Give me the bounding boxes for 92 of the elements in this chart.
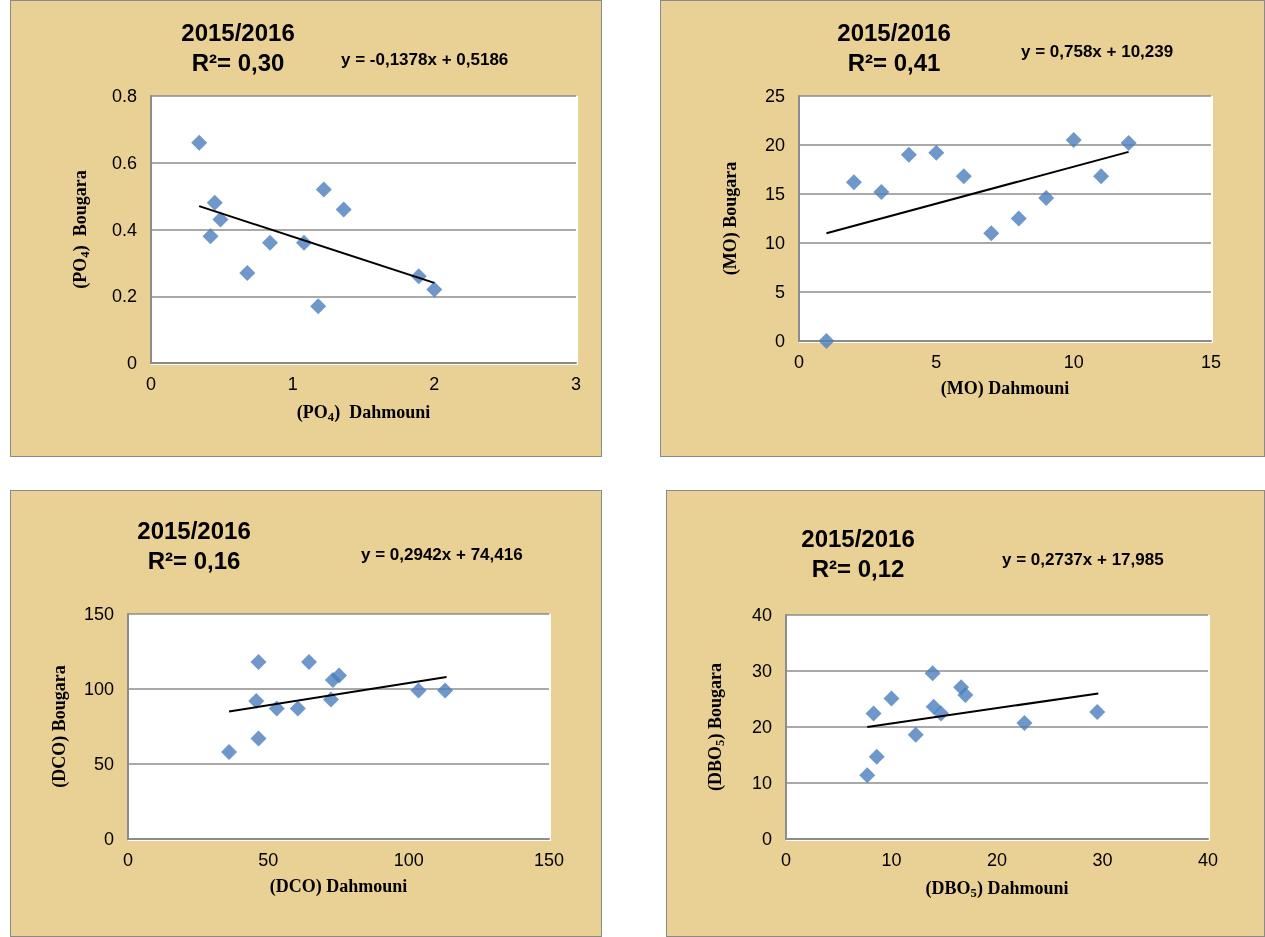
point	[289, 700, 306, 717]
y-tick-label: 0	[103, 829, 114, 849]
point	[983, 225, 1000, 242]
y-tick-label: 20	[764, 135, 785, 155]
chart-title: 2015/2016	[137, 516, 251, 544]
chart-subtitle: R²= 0,30	[191, 48, 285, 76]
point	[1089, 703, 1106, 720]
point	[191, 134, 208, 151]
y-tick-label: 0.2	[111, 286, 137, 307]
y-tick-label: 15	[764, 184, 785, 204]
point	[331, 667, 348, 684]
y-tick-label: 25	[764, 86, 785, 106]
point	[1120, 135, 1137, 152]
point	[1038, 189, 1055, 206]
point	[262, 234, 278, 251]
text: y = 0,758x + 10,239	[1021, 42, 1174, 61]
x-tick-label: 40	[1197, 850, 1219, 870]
point	[883, 690, 900, 707]
point	[301, 654, 318, 670]
point	[335, 201, 352, 218]
y-tick-label: 100	[83, 679, 114, 699]
x-tick-label: 0	[145, 374, 157, 394]
y-tick-label: 5	[774, 282, 785, 302]
point	[924, 665, 941, 682]
point	[1010, 210, 1027, 227]
y-axis-title: (DCO) Bougara	[49, 665, 70, 788]
point	[206, 194, 223, 211]
point	[1093, 168, 1110, 185]
x-tick-label: 30	[1092, 850, 1113, 870]
point	[250, 654, 267, 670]
x-tick-label: 15	[1200, 352, 1222, 372]
text: y = 0,2942x + 74,416	[361, 545, 523, 564]
x-tick-label: 150	[533, 850, 565, 870]
point	[818, 333, 835, 349]
chart-title: 2015/2016	[837, 18, 951, 46]
chart-subtitle: R²= 0,16	[147, 546, 241, 574]
x-tick-label: 100	[393, 850, 424, 870]
chart-subtitle: R²= 0,12	[811, 554, 905, 582]
y-axis-title: (PO4) Bougara	[70, 170, 92, 289]
point	[900, 146, 917, 163]
point	[1065, 132, 1082, 149]
y-axis-title: (DBO5) Bougara	[705, 663, 727, 791]
x-tick-label: 1	[287, 374, 298, 394]
x-tick-label: 10	[1063, 352, 1084, 372]
point	[410, 682, 427, 699]
point	[426, 281, 443, 298]
x-tick-label: 3	[570, 374, 582, 394]
x-tick-label: 50	[258, 850, 279, 870]
point	[868, 748, 885, 765]
point	[907, 726, 924, 743]
point	[202, 228, 219, 245]
y-tick-label: 40	[751, 605, 772, 625]
y-tick-label: 0	[761, 829, 772, 849]
y-tick-label: 30	[751, 661, 772, 681]
point	[957, 687, 974, 704]
y-tick-label: 0.8	[111, 86, 137, 106]
y-tick-label: 50	[93, 754, 114, 774]
point	[250, 730, 267, 747]
point	[239, 264, 256, 281]
y-tick-label: 20	[751, 717, 772, 737]
point	[928, 144, 945, 161]
point	[845, 174, 862, 191]
point	[955, 168, 972, 185]
x-tick-label: 10	[881, 850, 902, 870]
y-tick-label: 0	[774, 331, 785, 351]
y-tick-label: 0.4	[111, 219, 137, 240]
point	[1016, 715, 1033, 732]
x-axis-title: (MO) Dahmouni	[940, 378, 1070, 399]
point	[865, 705, 882, 722]
text: y = -0,1378x + 0,5186	[341, 50, 509, 69]
point	[310, 298, 327, 315]
point	[248, 693, 265, 709]
point	[315, 181, 332, 198]
chart-subtitle: R²= 0,41	[847, 48, 941, 76]
point	[437, 682, 454, 699]
y-tick-label: 10	[751, 773, 772, 793]
chart-title: 2015/2016	[801, 524, 915, 552]
point	[873, 184, 890, 201]
chart-title: 2015/2016	[181, 18, 295, 46]
y-tick-label: 10	[764, 233, 785, 253]
text: y = 0,2737x + 17,985	[1002, 550, 1164, 569]
y-tick-label: 0.6	[111, 152, 137, 173]
x-tick-label: 0	[793, 352, 805, 372]
point	[221, 744, 238, 760]
y-tick-label: 150	[83, 604, 114, 624]
x-tick-label: 5	[931, 352, 942, 372]
point	[212, 211, 229, 228]
y-axis-title: (MO) Bougara	[720, 161, 741, 276]
x-axis-title: (DCO) Dahmouni	[269, 876, 408, 897]
x-tick-label: 2	[429, 374, 440, 394]
x-tick-label: 20	[986, 850, 1008, 870]
point	[859, 767, 876, 784]
